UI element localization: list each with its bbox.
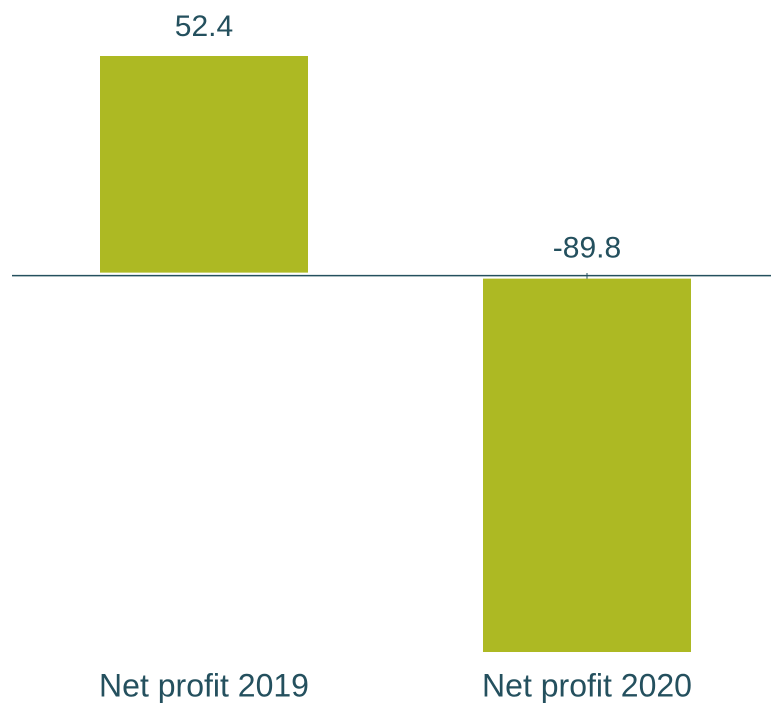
bar [483, 278, 691, 652]
x-tick-label: Net profit 2019 [99, 667, 309, 703]
value-label: -89.8 [553, 232, 621, 265]
x-tick-label: Net profit 2020 [482, 667, 692, 703]
value-label: 52.4 [175, 10, 233, 43]
bar [100, 56, 308, 273]
